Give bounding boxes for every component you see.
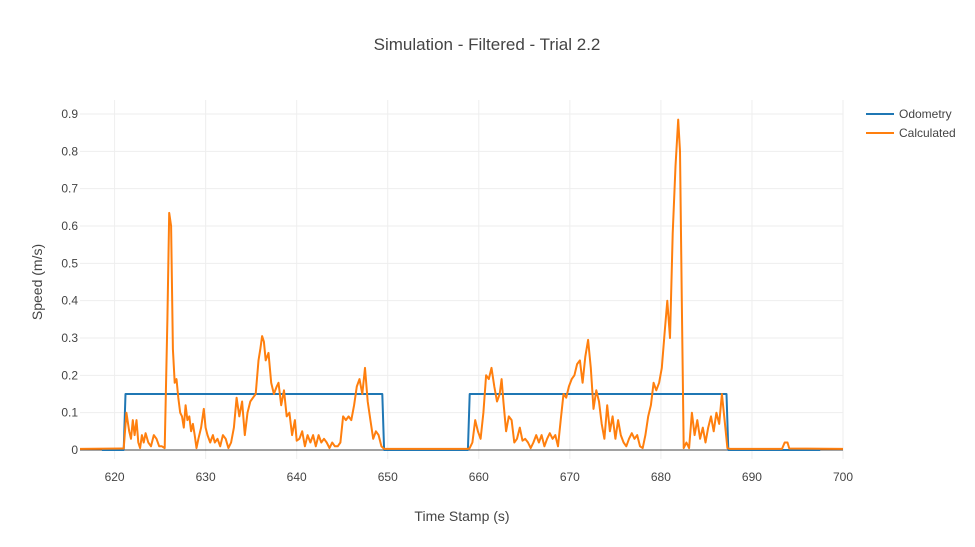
y-tick-label: 0.1	[61, 406, 78, 420]
y-tick-label: 0	[71, 443, 78, 457]
series-lines	[79, 118, 844, 451]
x-tick-label: 690	[742, 470, 762, 484]
series-line-odometry[interactable]	[101, 393, 821, 451]
x-axis-ticks: 620 630 640 650 660 670 680 690 700	[105, 470, 854, 484]
chart-title: Simulation - Filtered - Trial 2.2	[374, 35, 601, 54]
y-tick-label: 0.2	[61, 368, 78, 382]
x-tick-label: 700	[833, 470, 853, 484]
y-tick-label: 0.9	[61, 107, 78, 121]
legend-item-odometry[interactable]: Odometry	[866, 107, 952, 121]
y-tick-label: 0.6	[61, 219, 78, 233]
y-tick-label: 0.4	[61, 294, 78, 308]
legend-label: Odometry	[899, 107, 952, 121]
y-tick-label: 0.3	[61, 331, 78, 345]
x-tick-label: 680	[651, 470, 671, 484]
legend[interactable]: Odometry Calculated	[866, 107, 956, 140]
x-axis-title: Time Stamp (s)	[414, 508, 509, 524]
y-tick-label: 0.5	[61, 256, 78, 270]
x-tick-label: 630	[196, 470, 216, 484]
gridlines	[80, 100, 844, 459]
series-line-calculated[interactable]	[79, 118, 844, 450]
y-tick-label: 0.8	[61, 144, 78, 158]
y-tick-label: 0.7	[61, 182, 78, 196]
legend-item-calculated[interactable]: Calculated	[866, 126, 956, 140]
x-tick-label: 650	[378, 470, 398, 484]
x-tick-label: 620	[105, 470, 125, 484]
x-tick-label: 670	[560, 470, 580, 484]
y-axis-title: Speed (m/s)	[29, 244, 45, 320]
x-tick-label: 640	[287, 470, 307, 484]
legend-label: Calculated	[899, 126, 956, 140]
x-tick-label: 660	[469, 470, 489, 484]
y-axis-ticks: 0 0.1 0.2 0.3 0.4 0.5 0.6 0.7 0.8 0.9	[61, 107, 78, 457]
